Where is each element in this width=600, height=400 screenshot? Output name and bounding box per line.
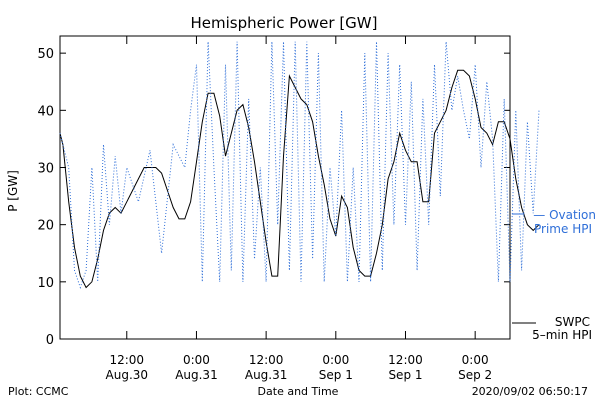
x-tick-label-time: 12:00: [388, 353, 423, 367]
x-tick-label-time: 12:00: [109, 353, 144, 367]
legend-ovation-line1: — Ovation: [533, 208, 596, 222]
legend-swpc: SWPC 5–min HPI: [512, 315, 592, 342]
legend-swpc-line2: 5–min HPI: [532, 328, 592, 342]
x-tick-label-time: 0:00: [462, 353, 489, 367]
ovation-hpi-line: [59, 41, 540, 290]
y-tick-label: 0: [46, 333, 54, 348]
y-tick-label: 30: [37, 161, 54, 176]
legend-swpc-line1: SWPC: [555, 315, 590, 329]
y-axis: 0 10 20 30 40 50: [37, 47, 510, 348]
x-tick-label-time: 0:00: [322, 353, 349, 367]
x-tick-label-date: Sep 1: [388, 368, 422, 382]
x-tick-label-date: Sep 2: [458, 368, 492, 382]
legend-ovation: — Ovation Prime HPI: [512, 208, 596, 236]
x-axis-label: Date and Time: [258, 385, 339, 398]
chart-title: Hemispheric Power [GW]: [191, 14, 378, 32]
x-tick-label-date: Aug.31: [175, 368, 218, 382]
plot-frame: [59, 35, 511, 340]
x-tick-label-time: 12:00: [249, 353, 284, 367]
y-axis-label: P [GW]: [6, 170, 20, 212]
plot-credit: Plot: CCMC: [8, 385, 69, 398]
legend-ovation-line2: Prime HPI: [534, 222, 592, 236]
y-tick-label: 50: [37, 47, 54, 62]
y-tick-label: 10: [37, 276, 54, 291]
x-tick-label-date: Aug.31: [245, 368, 288, 382]
x-axis: 12:00Aug.300:00Aug.3112:00Aug.310:00Sep …: [106, 36, 492, 382]
x-tick-label-time: 0:00: [183, 353, 210, 367]
y-tick-label: 20: [37, 219, 54, 234]
series-layer: [59, 41, 540, 290]
plot-timestamp: 2020/09/02 06:50:17: [472, 385, 588, 398]
x-tick-label-date: Sep 1: [319, 368, 353, 382]
swpc-hpi-line: [59, 69, 540, 289]
plot-border: [59, 35, 511, 340]
x-tick-label-date: Aug.30: [106, 368, 149, 382]
y-tick-label: 40: [37, 104, 54, 119]
